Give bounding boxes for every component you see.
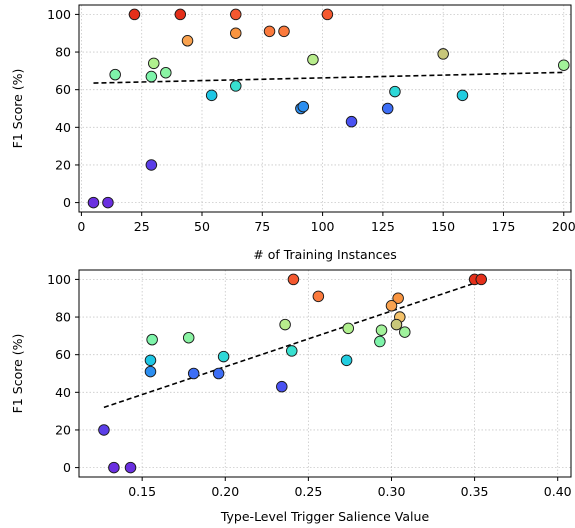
x-tick-label: 0: [77, 219, 85, 234]
y-tick-label: 0: [63, 195, 71, 210]
data-point: [145, 70, 158, 83]
x-tick-label: 0.40: [544, 484, 572, 499]
data-point: [389, 85, 401, 98]
y-tick-label: 40: [55, 120, 71, 135]
y-tick-label: 0: [63, 460, 71, 475]
chart-panel-1: 0 25 50 75 100 125 150 175 200 0 20 40 60 80 100 # of T…: [10, 4, 575, 262]
data-point: [230, 8, 242, 21]
data-point: [217, 350, 230, 363]
data-point: [230, 80, 242, 92]
plot-frame: [78, 269, 572, 478]
data-point: [146, 333, 158, 346]
y-axis-label: F1 Score (%): [10, 69, 25, 149]
y-axis-label: F1 Score (%): [10, 334, 25, 414]
x-tick-label: 150: [431, 219, 455, 234]
plot-frame: [78, 4, 572, 213]
data-point: [345, 115, 358, 128]
x-tick-label: 75: [254, 219, 270, 234]
data-point: [205, 89, 218, 102]
data-point: [108, 461, 120, 474]
y-tick-label: 80: [55, 310, 71, 325]
y-tick-label: 20: [55, 422, 71, 437]
x-tick-label: 0.25: [294, 484, 322, 499]
data-point: [102, 196, 114, 209]
y-tick-label: 60: [55, 82, 71, 97]
x-tick-label: 0.15: [128, 484, 156, 499]
data-point: [374, 335, 386, 348]
x-tick-label: 25: [134, 219, 150, 234]
x-tick-label: 100: [311, 219, 335, 234]
y-tick-label: 20: [55, 157, 71, 172]
data-point: [148, 57, 160, 70]
chart-panel-2: 0.15 0.20 0.25 0.30 0.35 0.40 0 20 40 60 80 100 Type…: [10, 269, 572, 524]
data-point: [278, 25, 290, 38]
y-tick-label: 100: [47, 272, 71, 287]
data-point: [342, 322, 355, 335]
data-point: [340, 354, 353, 367]
data-point: [174, 8, 187, 21]
data-point: [399, 326, 411, 338]
data-point: [128, 8, 141, 21]
x-tick-label: 0.20: [211, 484, 239, 499]
data-point: [385, 300, 398, 312]
data-point: [392, 292, 404, 304]
x-tick-label: 200: [552, 219, 575, 234]
data-point: [375, 324, 388, 336]
x-axis-label: # of Training Instances: [253, 247, 396, 262]
y-tick-label: 40: [55, 385, 71, 400]
data-point: [230, 27, 242, 39]
data-point: [321, 8, 334, 21]
data-point: [124, 461, 137, 474]
data-point: [287, 273, 300, 286]
data-point: [312, 290, 325, 303]
data-point: [456, 89, 469, 102]
data-point: [182, 331, 195, 344]
data-point: [279, 318, 291, 331]
x-tick-label: 50: [194, 219, 210, 234]
x-axis-label: Type-Level Trigger Salience Value: [220, 509, 430, 524]
x-tick-label: 175: [492, 219, 516, 234]
data-point: [276, 380, 288, 393]
trend-line: [103, 282, 475, 409]
x-tick-label: 0.35: [461, 484, 489, 499]
data-point: [263, 25, 276, 38]
data-point: [109, 68, 121, 81]
data-point: [145, 159, 158, 171]
y-tick-label: 60: [55, 347, 71, 362]
data-point: [144, 354, 157, 367]
y-tick-label: 100: [47, 7, 71, 22]
data-point: [297, 100, 310, 113]
data-point: [144, 365, 157, 378]
data-point: [160, 66, 172, 79]
data-point: [286, 345, 298, 357]
data-point: [475, 273, 487, 286]
data-point: [307, 53, 319, 66]
x-tick-label: 125: [371, 219, 395, 234]
data-point: [390, 318, 403, 331]
trend-line: [93, 71, 564, 84]
data-point: [212, 367, 225, 380]
y-tick-label: 80: [55, 45, 71, 60]
data-point: [187, 367, 200, 380]
data-point: [181, 35, 194, 47]
data-point: [558, 59, 570, 71]
data-point: [437, 48, 449, 60]
x-tick-label: 0.30: [378, 484, 406, 499]
data-point: [381, 102, 394, 115]
data-point: [87, 196, 100, 209]
data-point: [98, 424, 110, 436]
